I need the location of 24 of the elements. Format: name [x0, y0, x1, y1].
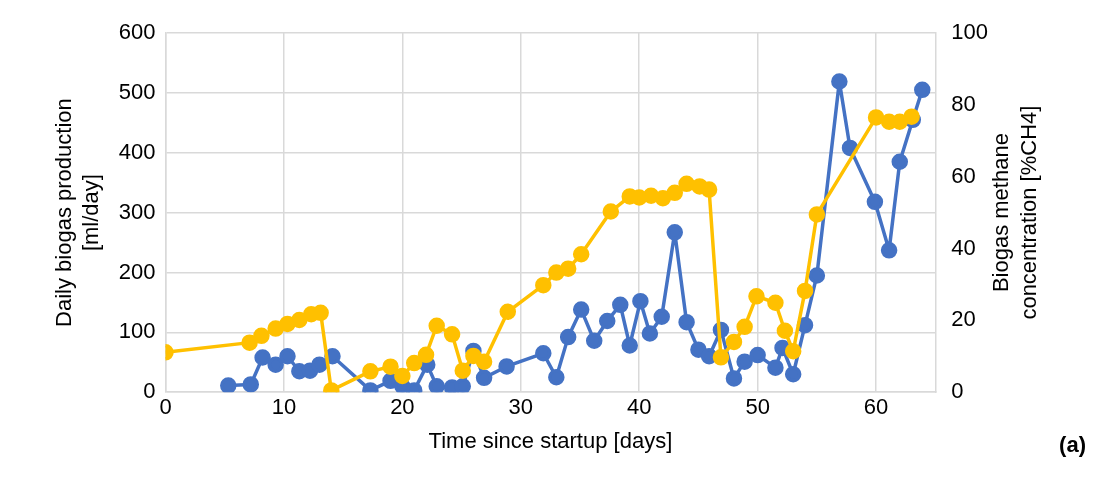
y2-tick-label: 80: [951, 90, 976, 116]
x-axis-title: Time since startup [days]: [428, 427, 673, 453]
x-tick-label: 40: [626, 394, 652, 420]
y-tick-label: 500: [118, 78, 156, 104]
x-tick-label: 60: [863, 394, 889, 420]
y-tick-label: 100: [118, 318, 156, 344]
y-tick-label: 600: [118, 19, 156, 45]
x-tick-label: 10: [271, 394, 297, 420]
x-tick-label: 50: [745, 394, 770, 420]
y2-tick-label: 0: [951, 378, 964, 404]
y2-tick-label: 20: [951, 306, 976, 332]
x-tick-label: 30: [508, 394, 534, 420]
y-tick-label: 300: [118, 198, 156, 224]
y2-axis-title: Biogas methane concentration [%CH4]: [988, 105, 1042, 320]
x-tick-label: 0: [159, 394, 172, 420]
y-axis-title: Daily biogas production [ml/day]: [51, 98, 103, 327]
y2-tick-label: 40: [951, 234, 976, 260]
x-tick-label: 20: [390, 394, 415, 420]
y2-tick-label: 60: [951, 162, 976, 188]
y-tick-label: 400: [118, 138, 156, 164]
y2-tick-label: 100: [951, 19, 989, 45]
y-tick-label: 200: [118, 258, 156, 284]
text: (a): [1059, 432, 1086, 458]
y-tick-label: 0: [143, 378, 156, 404]
